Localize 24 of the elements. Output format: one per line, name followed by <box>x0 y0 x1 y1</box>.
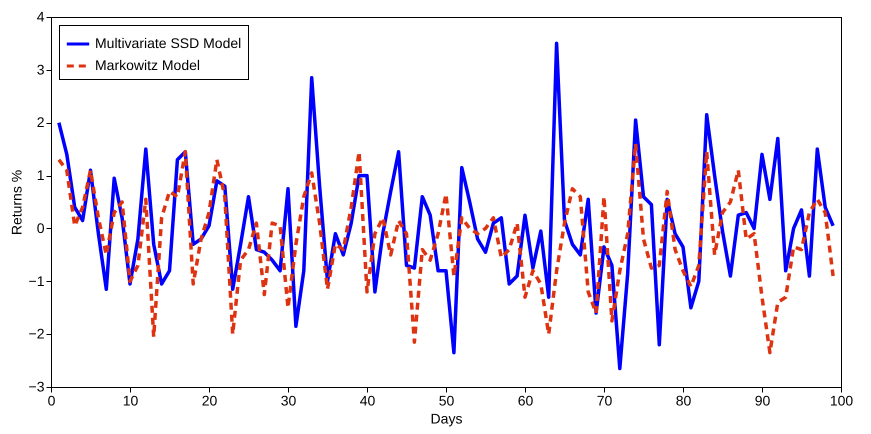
line-series <box>57 142 835 354</box>
x-tick-label: 60 <box>518 392 534 408</box>
x-tick-label: 70 <box>596 392 612 408</box>
y-axis-title: Returns % <box>8 170 25 236</box>
x-tick-label: 20 <box>202 392 218 408</box>
y-tick-label: −1 <box>28 272 45 289</box>
y-tick-label: 2 <box>36 114 45 130</box>
x-tick-label: 40 <box>360 392 376 408</box>
y-tick-label: 1 <box>36 167 45 184</box>
x-tick-label: 100 <box>830 392 854 408</box>
legend-label: Multivariate SSD Model <box>95 35 242 51</box>
x-tick-label: 30 <box>280 392 296 408</box>
y-tick-label: −3 <box>28 378 45 394</box>
x-axis-title: Days <box>430 410 462 426</box>
x-tick-label: 90 <box>754 392 770 408</box>
y-tick-label: −2 <box>28 326 45 342</box>
x-tick-label: 80 <box>676 392 692 408</box>
legend-label: Markowitz Model <box>95 57 200 73</box>
y-tick-label: 4 <box>36 8 45 24</box>
x-tick-label: 10 <box>122 392 138 408</box>
y-tick-label: 3 <box>36 61 45 78</box>
x-tick-label: 0 <box>48 392 56 408</box>
x-tick-label: 50 <box>438 392 454 408</box>
y-tick-label: 0 <box>36 220 45 236</box>
